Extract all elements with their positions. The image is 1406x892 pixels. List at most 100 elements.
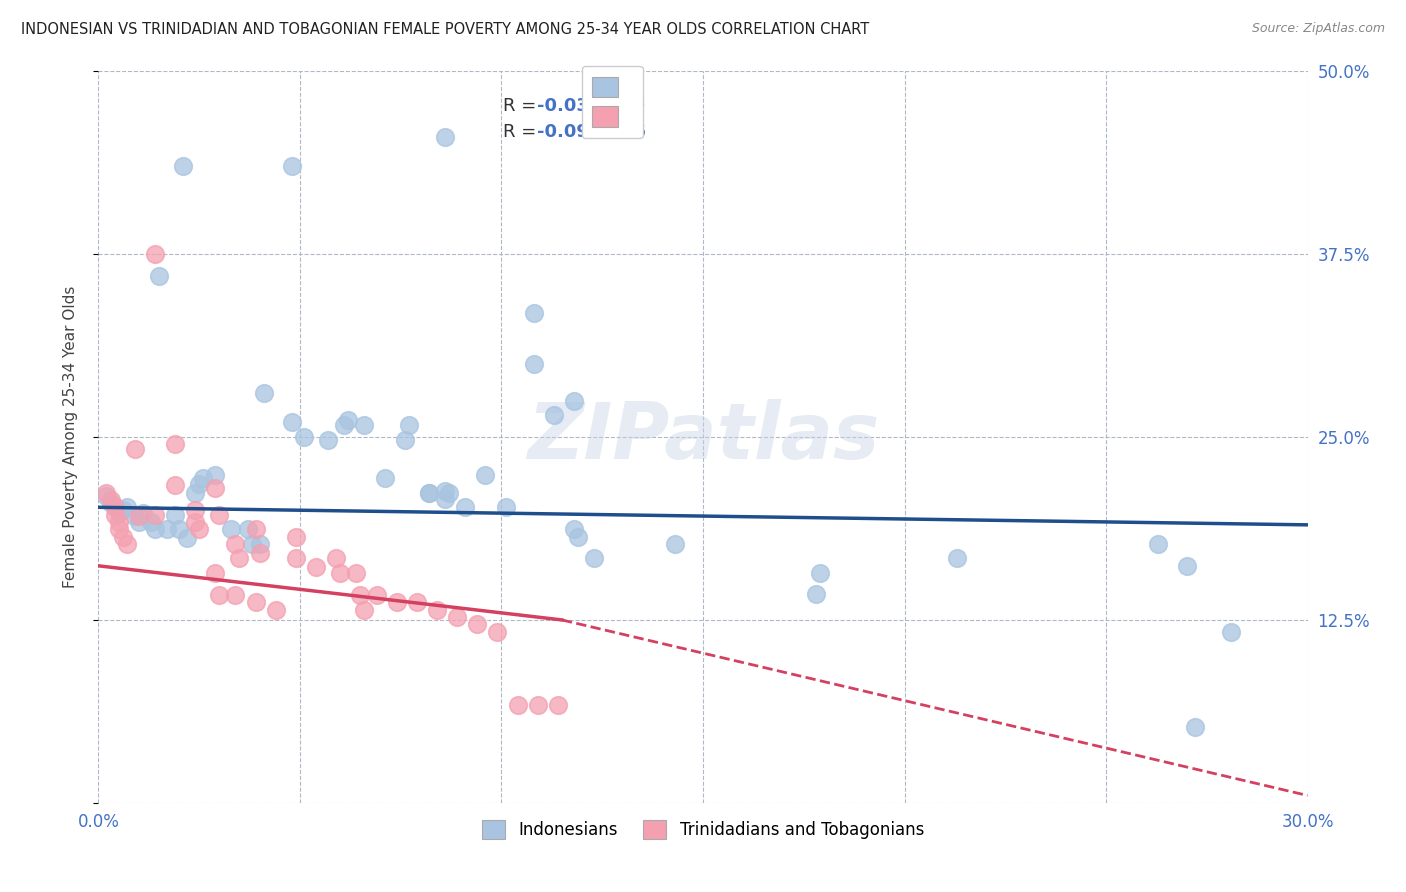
Point [184, 503, 207, 517]
Point [446, 610, 468, 624]
Point [434, 130, 457, 145]
Point [208, 588, 231, 602]
Point [96, 489, 118, 503]
Text: ZIPatlas: ZIPatlas [527, 399, 879, 475]
Y-axis label: Female Poverty Among 25-34 Year Olds: Female Poverty Among 25-34 Year Olds [63, 286, 77, 588]
Point [100, 496, 122, 510]
Point [111, 503, 134, 517]
Point [325, 551, 347, 566]
Point [204, 566, 226, 581]
Point [188, 522, 211, 536]
Point [132, 506, 155, 520]
Point [184, 515, 207, 529]
Point [398, 418, 420, 433]
Point [1175, 558, 1198, 573]
Legend: Indonesians, Trinidadians and Tobagonians: Indonesians, Trinidadians and Tobagonian… [475, 814, 931, 846]
Point [163, 437, 186, 451]
Point [107, 506, 129, 520]
Point [547, 698, 569, 712]
Point [176, 531, 198, 545]
Point [333, 418, 356, 433]
Point [426, 603, 449, 617]
Point [208, 508, 231, 522]
Point [353, 418, 375, 433]
Point [281, 416, 304, 430]
Point [1147, 537, 1170, 551]
Point [329, 566, 352, 581]
Point [1220, 624, 1243, 639]
Point [103, 500, 125, 515]
Text: R =: R = [503, 122, 543, 141]
Point [465, 617, 488, 632]
Point [474, 468, 496, 483]
Point [353, 603, 375, 617]
Point [305, 560, 328, 574]
Point [143, 247, 166, 261]
Point [148, 269, 170, 284]
Point [337, 412, 360, 426]
Point [249, 546, 271, 560]
Point [523, 357, 546, 371]
Point [167, 522, 190, 536]
Point [418, 485, 440, 500]
Point [281, 160, 304, 174]
Point [103, 508, 125, 522]
Point [224, 588, 246, 602]
Point [567, 530, 589, 544]
Text: N =: N = [588, 122, 640, 141]
Point [434, 484, 457, 499]
Point [193, 471, 215, 485]
Text: 60: 60 [621, 97, 645, 115]
Point [100, 493, 122, 508]
Point [804, 586, 827, 600]
Point [437, 485, 460, 500]
Point [115, 537, 138, 551]
Point [506, 698, 529, 712]
Point [405, 595, 427, 609]
Text: R =: R = [503, 97, 543, 115]
Point [418, 485, 440, 500]
Point [526, 698, 548, 712]
Text: -0.031: -0.031 [537, 97, 602, 115]
Point [523, 306, 546, 320]
Point [245, 595, 267, 609]
Text: Source: ZipAtlas.com: Source: ZipAtlas.com [1251, 22, 1385, 36]
Point [115, 500, 138, 515]
Point [1184, 720, 1206, 734]
Point [486, 624, 509, 639]
Point [204, 468, 226, 483]
Point [221, 522, 243, 536]
Point [385, 595, 408, 609]
Point [344, 566, 367, 581]
Point [253, 386, 276, 401]
Point [128, 509, 150, 524]
Point [284, 530, 307, 544]
Point [107, 515, 129, 529]
Point [163, 478, 186, 492]
Point [394, 433, 416, 447]
Point [163, 508, 186, 522]
Point [562, 522, 585, 536]
Point [245, 522, 267, 536]
Point [124, 509, 146, 524]
Point [188, 476, 211, 491]
Point [156, 522, 179, 536]
Point [228, 551, 250, 566]
Point [946, 551, 969, 566]
Point [240, 537, 263, 551]
Point [107, 522, 129, 536]
Point [349, 588, 371, 602]
Point [143, 508, 166, 522]
Text: -0.099: -0.099 [537, 122, 602, 141]
Point [128, 515, 150, 529]
Point [172, 160, 194, 174]
Point [664, 537, 686, 551]
Point [454, 500, 477, 515]
Point [236, 522, 259, 536]
Point [292, 430, 315, 444]
Point [543, 408, 565, 422]
Point [249, 537, 271, 551]
Point [139, 515, 162, 529]
Point [143, 522, 166, 536]
Point [264, 603, 287, 617]
